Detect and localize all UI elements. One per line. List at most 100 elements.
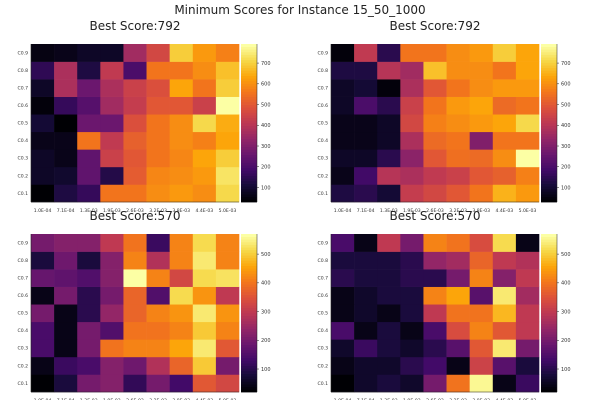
colorbar-segment <box>541 281 557 285</box>
y-tick-label: C0.4 <box>17 328 28 334</box>
heatmap-cell <box>377 251 401 270</box>
heatmap-cell <box>469 131 494 150</box>
colorbar-segment <box>541 80 557 84</box>
heatmap-cell <box>354 286 378 305</box>
colorbar-segment <box>241 83 257 87</box>
colorbar-segment <box>241 294 257 298</box>
colorbar-segment <box>541 199 557 203</box>
colorbar-segment <box>541 370 557 374</box>
heatmap-cell <box>146 96 170 115</box>
heatmap-cell <box>123 269 147 287</box>
heatmap-cell <box>400 131 424 150</box>
heatmap-cell <box>469 321 494 340</box>
heatmap-cell <box>331 79 355 97</box>
y-tick-label: C0.6 <box>317 103 328 109</box>
heatmap-cell <box>331 44 355 62</box>
heatmap-cell <box>400 149 424 168</box>
colorbar-segment <box>241 389 257 393</box>
colorbar-segment <box>241 94 257 98</box>
colorbar-segment <box>541 328 557 332</box>
x-tick-label: 7.1E-04 <box>57 208 75 214</box>
heatmap-cell <box>492 96 517 115</box>
colorbar-segment <box>541 241 557 245</box>
heatmap-cell <box>469 184 494 203</box>
colorbar-segment <box>241 310 257 314</box>
heatmap-cell <box>400 251 424 270</box>
colorbar-segment <box>241 49 257 53</box>
heatmap-cell <box>423 114 447 133</box>
y-tick-label: C0.2 <box>17 173 28 179</box>
colorbar-segment <box>241 138 257 142</box>
colorbar-tick-label: 100 <box>261 185 271 191</box>
heatmap-cell <box>31 321 55 340</box>
heatmap-cell <box>54 269 78 287</box>
colorbar-segment <box>241 286 257 290</box>
colorbar-segment <box>241 384 257 388</box>
figure-title: Minimum Scores for Instance 15_50_1000 <box>174 3 426 17</box>
heatmap-cell <box>515 374 540 393</box>
y-tick-label: C0.6 <box>317 293 328 299</box>
colorbar-tick-label: 400 <box>261 281 271 287</box>
heatmap-cell <box>54 184 78 203</box>
heatmap-cell <box>331 356 355 375</box>
colorbar-segment <box>241 173 257 177</box>
heatmap-cell <box>169 131 194 150</box>
colorbar-segment <box>541 175 557 179</box>
colorbar-segment <box>541 334 557 338</box>
y-tick-label: C0.2 <box>317 173 328 179</box>
heatmap-cell <box>400 321 424 340</box>
y-tick-label: C0.8 <box>17 68 28 74</box>
heatmap-cell <box>377 79 401 97</box>
x-tick-label: 5.0E-03 <box>219 208 237 214</box>
colorbar-segment <box>241 249 257 253</box>
colorbar-segment <box>241 46 257 50</box>
colorbar-segment <box>241 344 257 348</box>
colorbar-segment <box>541 305 557 309</box>
heatmap-cell <box>54 304 78 323</box>
colorbar-segment <box>241 273 257 277</box>
heatmap-cell <box>100 184 124 203</box>
colorbar-tick-label: 600 <box>261 82 271 88</box>
colorbar-segment <box>541 339 557 343</box>
colorbar-segment <box>241 165 257 169</box>
colorbar-segment <box>241 315 257 319</box>
colorbar-segment <box>541 120 557 124</box>
heatmap-cell <box>400 114 424 133</box>
heatmap-cell <box>146 114 170 133</box>
colorbar-segment <box>241 355 257 359</box>
colorbar-segment <box>541 133 557 137</box>
colorbar-segment <box>541 72 557 76</box>
colorbar-segment <box>241 196 257 200</box>
x-tick-label: 3.8E-03 <box>172 208 190 214</box>
colorbar-segment <box>241 75 257 79</box>
heatmap-cell <box>446 356 470 375</box>
heatmap-cell <box>492 114 517 133</box>
heatmap-cell <box>77 149 101 168</box>
colorbar-segment <box>241 370 257 374</box>
heatmap-cell <box>446 131 470 150</box>
colorbar-segment <box>241 241 257 245</box>
colorbar-segment <box>241 357 257 361</box>
y-tick-label: C0.9 <box>317 240 328 246</box>
heatmap-cell <box>123 374 147 393</box>
colorbar-tick-label: 100 <box>561 185 571 191</box>
colorbar-segment <box>241 320 257 324</box>
heatmap-cell <box>192 184 217 203</box>
colorbar-segment <box>541 67 557 71</box>
heatmap-cell <box>354 96 378 115</box>
heatmap-cell <box>100 374 124 393</box>
x-tick-label: 1.3E-03 <box>380 398 398 400</box>
colorbar-segment <box>541 96 557 100</box>
colorbar-segment <box>241 262 257 266</box>
colorbar-segment <box>541 75 557 79</box>
heatmap-cell <box>400 339 424 358</box>
heatmap-cell <box>492 286 517 305</box>
heatmap-cell <box>215 44 240 62</box>
colorbar-segment <box>241 194 257 198</box>
heatmap-cell <box>354 304 378 323</box>
x-tick-label: 7.1E-04 <box>57 398 75 400</box>
y-tick-label: C0.9 <box>17 240 28 246</box>
y-tick-label: C0.7 <box>17 85 28 91</box>
colorbar-segment <box>541 336 557 340</box>
colorbar-segment <box>241 67 257 71</box>
